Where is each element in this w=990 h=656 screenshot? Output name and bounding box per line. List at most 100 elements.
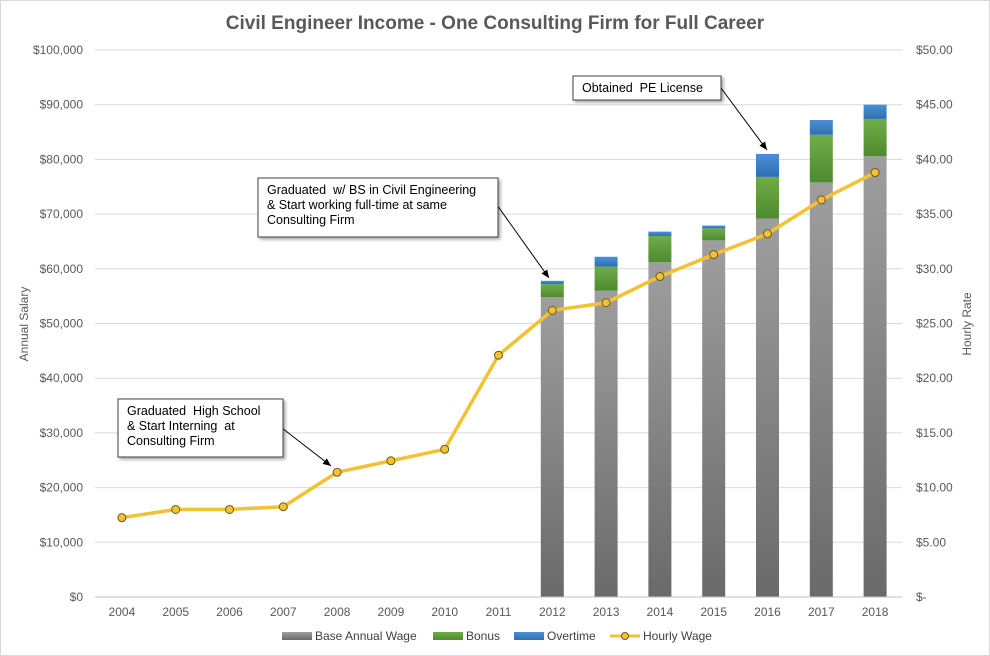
annotation-arrowhead	[541, 269, 549, 278]
bar-base-wage	[594, 290, 618, 597]
bar-base-wage	[702, 240, 726, 597]
bar-base-wage	[540, 297, 564, 597]
bar-bonus	[540, 284, 564, 298]
annotation-leader-line	[281, 427, 332, 467]
hourly-wage-point	[709, 250, 719, 260]
hourly-wage-point	[870, 168, 880, 178]
grid-lines	[95, 49, 902, 598]
hourly-wage-point	[117, 513, 127, 523]
annotation-text: Obtained PE License	[582, 81, 703, 95]
annotation-text: Consulting Firm	[267, 213, 355, 227]
y-tick-label: $60,000	[40, 262, 84, 276]
x-tick-label: 2012	[539, 605, 566, 619]
y-tick-label: $50,000	[40, 317, 84, 331]
annotation-text: Graduated w/ BS in Civil Engineering	[267, 183, 476, 197]
y2-tick-label: $5.00	[916, 535, 946, 549]
annotation-box	[257, 177, 499, 238]
hourly-wage-point	[655, 271, 665, 281]
y-tick-label: $70,000	[40, 207, 84, 221]
legend-swatch	[282, 632, 312, 640]
hourly-wage-point	[816, 195, 826, 205]
chart-title: Civil Engineer Income - One Consulting F…	[226, 13, 765, 34]
annotation-arrowhead	[322, 458, 331, 466]
bars	[540, 104, 887, 598]
hourly-wage-point	[601, 298, 611, 308]
hourly-wage-point	[225, 504, 234, 514]
hourly-wage-point	[332, 467, 342, 477]
y2-tick-label: $30.00	[916, 262, 953, 276]
x-tick-label: 2017	[808, 605, 835, 619]
y2-tick-label: $45.00	[916, 98, 953, 112]
bar-bonus	[809, 134, 833, 183]
bar-overtime	[594, 256, 618, 267]
y-tick-label: $90,000	[40, 98, 84, 112]
legend-label: Base Annual Wage	[315, 629, 417, 643]
bar-bonus	[648, 235, 672, 263]
y-tick-label: $40,000	[40, 371, 84, 385]
y2-axis-title: Hourly Rate	[960, 292, 974, 356]
hourly-wage-line	[117, 168, 880, 523]
hourly-wage-point	[171, 504, 181, 514]
x-tick-label: 2006	[216, 605, 243, 619]
legend-label: Hourly Wage	[643, 629, 712, 643]
x-tick-label: 2018	[862, 605, 889, 619]
bar-base-wage	[863, 156, 887, 598]
y2-tick-label: $-	[916, 590, 927, 604]
y2-tick-label: $20.00	[916, 371, 953, 385]
y-tick-label: $30,000	[40, 426, 84, 440]
y-tick-label: $0	[70, 590, 84, 604]
y-tick-label: $10,000	[40, 535, 84, 549]
hourly-wage-point	[763, 229, 772, 239]
annotations: Graduated High School& Start Interning a…	[117, 75, 768, 467]
x-tick-label: 2011	[486, 605, 512, 619]
hourly-wage-point	[386, 456, 396, 466]
y2-tick-label: $50.00	[916, 43, 953, 57]
y2-tick-label: $40.00	[916, 152, 953, 166]
annotation: Obtained PE License	[572, 75, 768, 151]
hourly-wage-point	[278, 502, 288, 512]
x-tick-label: 2009	[378, 605, 405, 619]
x-tick-label: 2005	[162, 605, 189, 619]
legend-bonus: Bonus	[433, 629, 500, 643]
bar-base-wage	[648, 262, 672, 597]
bar-bonus	[594, 266, 618, 291]
bar-overtime	[809, 120, 833, 135]
legend-base-wage: Base Annual Wage	[282, 629, 417, 643]
y-axis-title: Annual Salary	[17, 287, 31, 362]
annotation-text: Graduated High School	[127, 404, 260, 418]
hourly-wage-point	[440, 444, 450, 454]
bar-bonus	[702, 228, 726, 241]
y-tick-label: $80,000	[40, 152, 84, 166]
annotation-text: Consulting Firm	[127, 434, 215, 448]
bar-base-wage	[756, 218, 779, 597]
legend-overtime: Overtime	[514, 629, 596, 643]
annotation-leader-line	[496, 204, 550, 279]
bar-overtime	[756, 153, 779, 177]
y2-tick-label: $15.00	[916, 426, 953, 440]
bar-overtime	[702, 225, 726, 229]
legend-swatch	[433, 632, 463, 640]
y2-tick-label: $35.00	[916, 207, 953, 221]
bar-overtime	[863, 104, 887, 119]
annotation-leader-line	[720, 87, 768, 151]
x-tick-label: 2014	[647, 605, 674, 619]
hourly-wage-point	[547, 305, 557, 315]
x-tick-label: 2013	[593, 605, 620, 619]
bar-bonus	[863, 118, 887, 157]
legend-label: Overtime	[547, 629, 596, 643]
annotation-arrowhead	[759, 141, 767, 150]
annotation-box	[572, 75, 722, 101]
x-tick-label: 2010	[431, 605, 458, 619]
axes: $0 $10,000 $20,000 $30,000 $40,000 $50,000 $60…	[33, 43, 953, 619]
x-tick-label: 2015	[700, 605, 727, 619]
legend-swatch	[514, 632, 544, 640]
y-tick-label: $20,000	[40, 481, 84, 495]
hourly-wage-point	[494, 350, 503, 360]
legend-swatch-marker	[621, 632, 629, 640]
legend-hourly-wage: Hourly Wage	[610, 629, 712, 643]
legend-label: Bonus	[466, 629, 500, 643]
bar-overtime	[540, 280, 564, 285]
